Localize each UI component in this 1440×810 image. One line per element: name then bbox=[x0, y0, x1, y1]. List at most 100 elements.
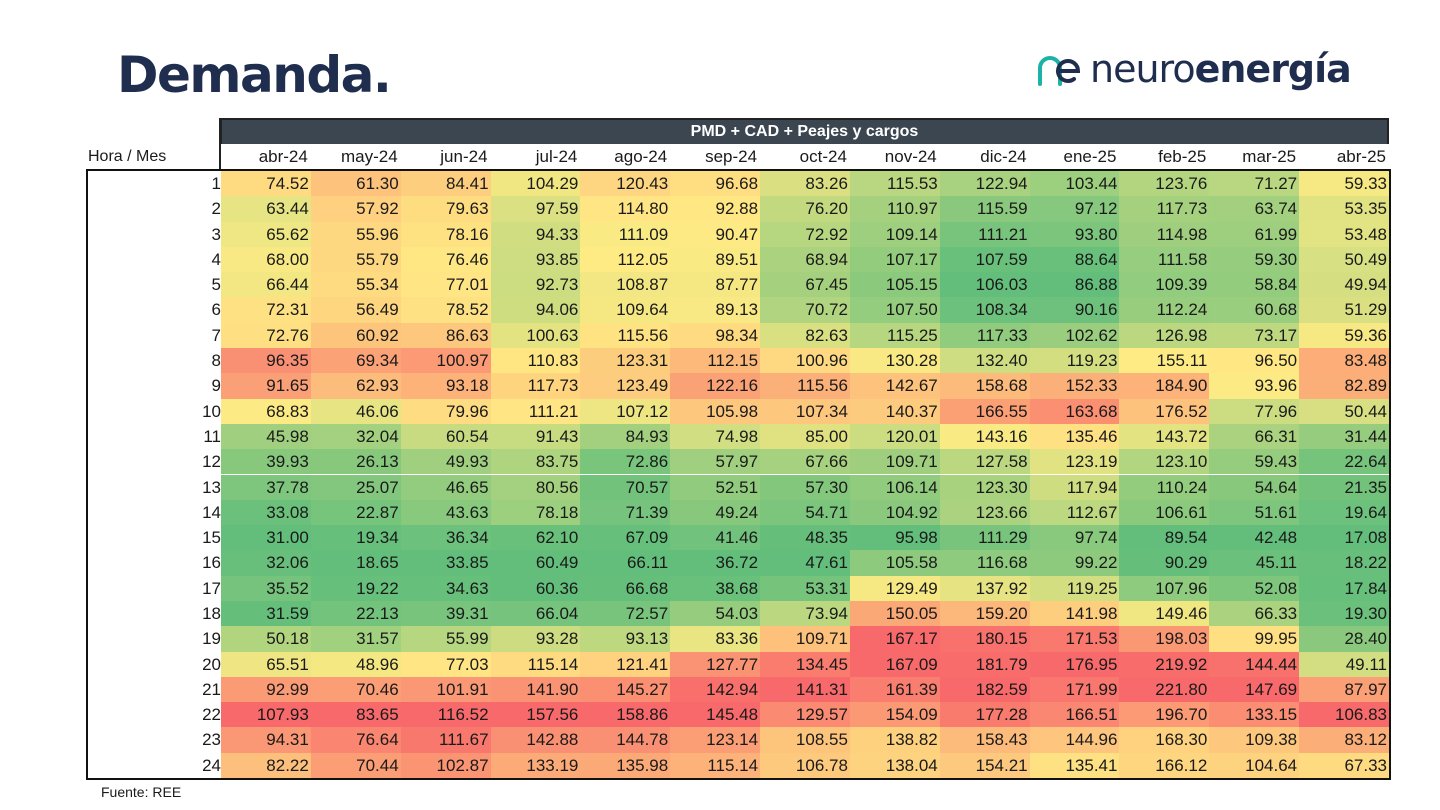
heatmap-cell: 45.11 bbox=[1209, 550, 1300, 576]
heatmap-cell: 103.44 bbox=[1029, 171, 1120, 197]
heatmap-cell: 100.96 bbox=[760, 348, 850, 374]
heatmap-cell: 90.29 bbox=[1119, 550, 1210, 576]
heatmap-cell: 115.25 bbox=[849, 322, 940, 349]
heatmap-cell: 114.98 bbox=[1119, 221, 1210, 247]
heatmap-cell: 112.05 bbox=[580, 246, 671, 273]
heatmap-cell: 22.64 bbox=[1299, 449, 1389, 475]
heatmap-cell: 96.68 bbox=[670, 171, 761, 197]
heatmap-cell: 70.44 bbox=[310, 752, 401, 778]
heatmap-cell: 85.00 bbox=[760, 423, 850, 450]
heatmap-cell: 104.92 bbox=[849, 499, 940, 526]
heatmap-cell: 22.87 bbox=[310, 499, 401, 526]
heatmap-cell: 47.61 bbox=[760, 550, 850, 576]
heatmap-cell: 107.59 bbox=[939, 246, 1030, 273]
heatmap-grid: 1 74.52 61.30 84.41 104.29 120.43 96.68 83.26 11… bbox=[86, 169, 1391, 780]
heatmap-cell: 18.65 bbox=[310, 550, 401, 576]
hour-label: 7 bbox=[88, 322, 221, 349]
heatmap-cell: 184.90 bbox=[1119, 373, 1210, 399]
heatmap-cell: 101.91 bbox=[400, 676, 491, 703]
heatmap-cell: 177.28 bbox=[939, 702, 1030, 728]
heatmap-cell: 88.64 bbox=[1029, 246, 1120, 273]
heatmap-cell: 48.35 bbox=[760, 525, 850, 551]
heatmap-cell: 17.84 bbox=[1299, 575, 1389, 601]
hour-label: 3 bbox=[88, 221, 221, 247]
heatmap-cell: 155.11 bbox=[1119, 348, 1210, 374]
heatmap-cell: 107.93 bbox=[221, 702, 311, 728]
heatmap-cell: 72.76 bbox=[221, 322, 311, 349]
heatmap-cell: 36.72 bbox=[670, 550, 761, 576]
heatmap-cell: 72.31 bbox=[221, 297, 311, 323]
heatmap-cell: 106.61 bbox=[1119, 499, 1210, 526]
heatmap-cell: 51.29 bbox=[1299, 297, 1389, 323]
heatmap-cell: 92.99 bbox=[221, 676, 311, 703]
heatmap-cell: 112.15 bbox=[670, 348, 761, 374]
heatmap-cell: 110.83 bbox=[490, 348, 581, 374]
heatmap-cell: 86.88 bbox=[1029, 272, 1120, 298]
heatmap-cell: 53.31 bbox=[760, 575, 850, 601]
heatmap-cell: 198.03 bbox=[1119, 626, 1210, 652]
heatmap-cell: 159.20 bbox=[939, 600, 1030, 627]
heatmap-cell: 93.18 bbox=[400, 373, 491, 399]
heatmap-cell: 145.48 bbox=[670, 702, 761, 728]
heatmap-cell: 67.09 bbox=[580, 525, 671, 551]
heatmap-cell: 19.22 bbox=[310, 575, 401, 601]
heatmap-cell: 163.68 bbox=[1029, 398, 1120, 424]
heatmap-cell: 134.45 bbox=[760, 651, 850, 677]
heatmap-cell: 135.98 bbox=[580, 752, 671, 778]
heatmap-cell: 91.65 bbox=[221, 373, 311, 399]
heatmap-cell: 49.24 bbox=[670, 499, 761, 526]
heatmap-cell: 123.10 bbox=[1119, 449, 1210, 475]
heatmap-cell: 32.06 bbox=[221, 550, 311, 576]
heatmap-cell: 31.44 bbox=[1299, 423, 1389, 450]
heatmap-cell: 74.52 bbox=[221, 171, 311, 197]
heatmap-cell: 63.74 bbox=[1209, 196, 1300, 222]
heatmap-cell: 78.16 bbox=[400, 221, 491, 247]
heatmap-cell: 95.98 bbox=[849, 525, 940, 551]
heatmap-cell: 31.59 bbox=[221, 600, 311, 627]
heatmap-cell: 117.73 bbox=[490, 373, 581, 399]
heatmap-cell: 126.98 bbox=[1119, 322, 1210, 349]
heatmap-cell: 28.40 bbox=[1299, 626, 1389, 652]
heatmap-cell: 133.19 bbox=[490, 752, 581, 778]
heatmap-cell: 46.06 bbox=[310, 398, 401, 424]
heatmap-cell: 102.87 bbox=[400, 752, 491, 778]
month-header: feb-25 bbox=[1158, 147, 1207, 166]
heatmap-cell: 67.66 bbox=[760, 449, 850, 475]
heatmap-cell: 144.96 bbox=[1029, 727, 1120, 753]
heatmap-cell: 57.97 bbox=[670, 449, 761, 475]
heatmap-cell: 145.27 bbox=[580, 676, 671, 703]
heatmap-cell: 104.29 bbox=[490, 171, 581, 197]
neuroenergia-ne-logo-icon bbox=[1038, 56, 1081, 86]
heatmap-cell: 181.79 bbox=[939, 651, 1030, 677]
hour-label: 10 bbox=[88, 398, 221, 424]
heatmap-cell: 219.92 bbox=[1119, 651, 1210, 677]
heatmap-cell: 82.63 bbox=[760, 322, 850, 349]
heatmap-cell: 123.30 bbox=[939, 474, 1030, 500]
heatmap-cell: 70.57 bbox=[580, 474, 671, 500]
brand-logo: neuroenergía bbox=[1036, 44, 1352, 94]
hour-label: 15 bbox=[88, 525, 221, 551]
heatmap-cell: 21.35 bbox=[1299, 474, 1389, 500]
heatmap-cell: 65.51 bbox=[221, 651, 311, 677]
heatmap-cell: 112.24 bbox=[1119, 297, 1210, 323]
heatmap-cell: 119.25 bbox=[1029, 575, 1120, 601]
month-header: may-24 bbox=[341, 147, 398, 166]
hour-label: 14 bbox=[88, 499, 221, 526]
heatmap-cell: 50.44 bbox=[1299, 398, 1389, 424]
hour-label: 4 bbox=[88, 246, 221, 273]
heatmap-cell: 117.33 bbox=[939, 322, 1030, 349]
heatmap-cell: 46.65 bbox=[400, 474, 491, 500]
hour-label: 18 bbox=[88, 600, 221, 627]
heatmap-cell: 132.40 bbox=[939, 348, 1030, 374]
heatmap-cell: 18.22 bbox=[1299, 550, 1389, 576]
heatmap-cell: 26.13 bbox=[310, 449, 401, 475]
heatmap-cell: 123.31 bbox=[580, 348, 671, 374]
heatmap-cell: 158.68 bbox=[939, 373, 1030, 399]
heatmap-cell: 33.08 bbox=[221, 499, 311, 526]
month-header: ene-25 bbox=[1063, 147, 1117, 166]
heatmap-cell: 129.57 bbox=[760, 702, 850, 728]
hour-label: 11 bbox=[88, 423, 221, 450]
heatmap-cell: 59.33 bbox=[1299, 171, 1389, 197]
heatmap-cell: 115.14 bbox=[490, 651, 581, 677]
hour-label: 5 bbox=[88, 272, 221, 298]
